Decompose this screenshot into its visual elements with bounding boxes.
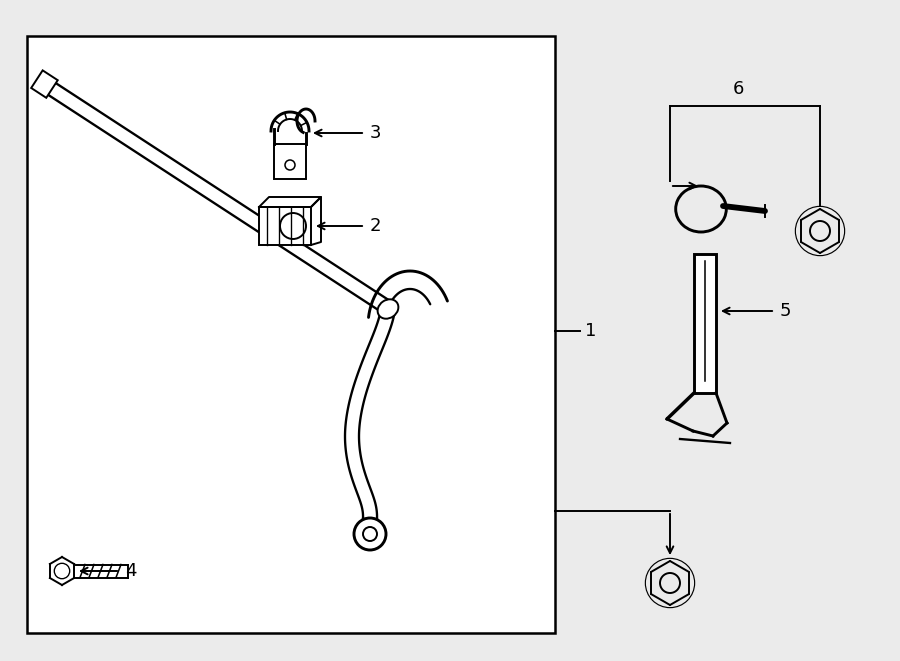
Text: 6: 6 (733, 80, 743, 98)
Bar (274, 144, 306, 179)
Text: 1: 1 (585, 322, 597, 340)
Ellipse shape (378, 299, 399, 319)
Polygon shape (32, 70, 58, 98)
Bar (27, 36, 555, 633)
Bar (694, 254, 716, 393)
Circle shape (354, 518, 386, 550)
Circle shape (280, 213, 306, 239)
Text: 5: 5 (780, 302, 791, 320)
Text: 2: 2 (370, 217, 382, 235)
Bar (259, 207, 311, 245)
Circle shape (285, 160, 295, 170)
Text: 3: 3 (370, 124, 382, 142)
Text: 4: 4 (125, 562, 137, 580)
